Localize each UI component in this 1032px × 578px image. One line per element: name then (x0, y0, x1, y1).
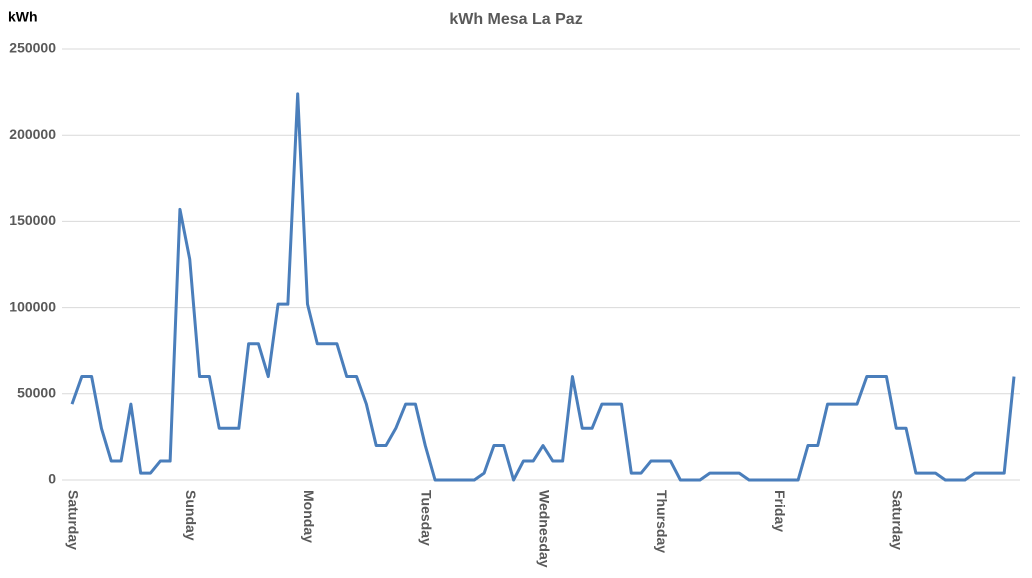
x-tick-label: Wednesday (536, 490, 552, 568)
y-tick-label: 150000 (9, 212, 56, 228)
data-line (70, 92, 1016, 482)
y-tick-label: 50000 (17, 385, 56, 401)
x-tick-label: Thursday (654, 490, 670, 553)
y-tick-label: 0 (48, 471, 56, 487)
chart-title: kWh Mesa La Paz (449, 11, 582, 28)
y-tick-label: 250000 (9, 40, 56, 56)
x-tick-label: Monday (301, 490, 317, 543)
y-tick-label: 100000 (9, 298, 56, 314)
x-tick-label: Tuesday (419, 490, 435, 546)
x-tick-label: Sunday (183, 490, 199, 541)
y-axis-label: kWh (8, 9, 38, 25)
y-tick-label: 200000 (9, 126, 56, 142)
x-tick-label: Saturday (65, 490, 81, 550)
x-tick-label: Saturday (890, 490, 906, 550)
x-tick-label: Friday (772, 490, 788, 532)
